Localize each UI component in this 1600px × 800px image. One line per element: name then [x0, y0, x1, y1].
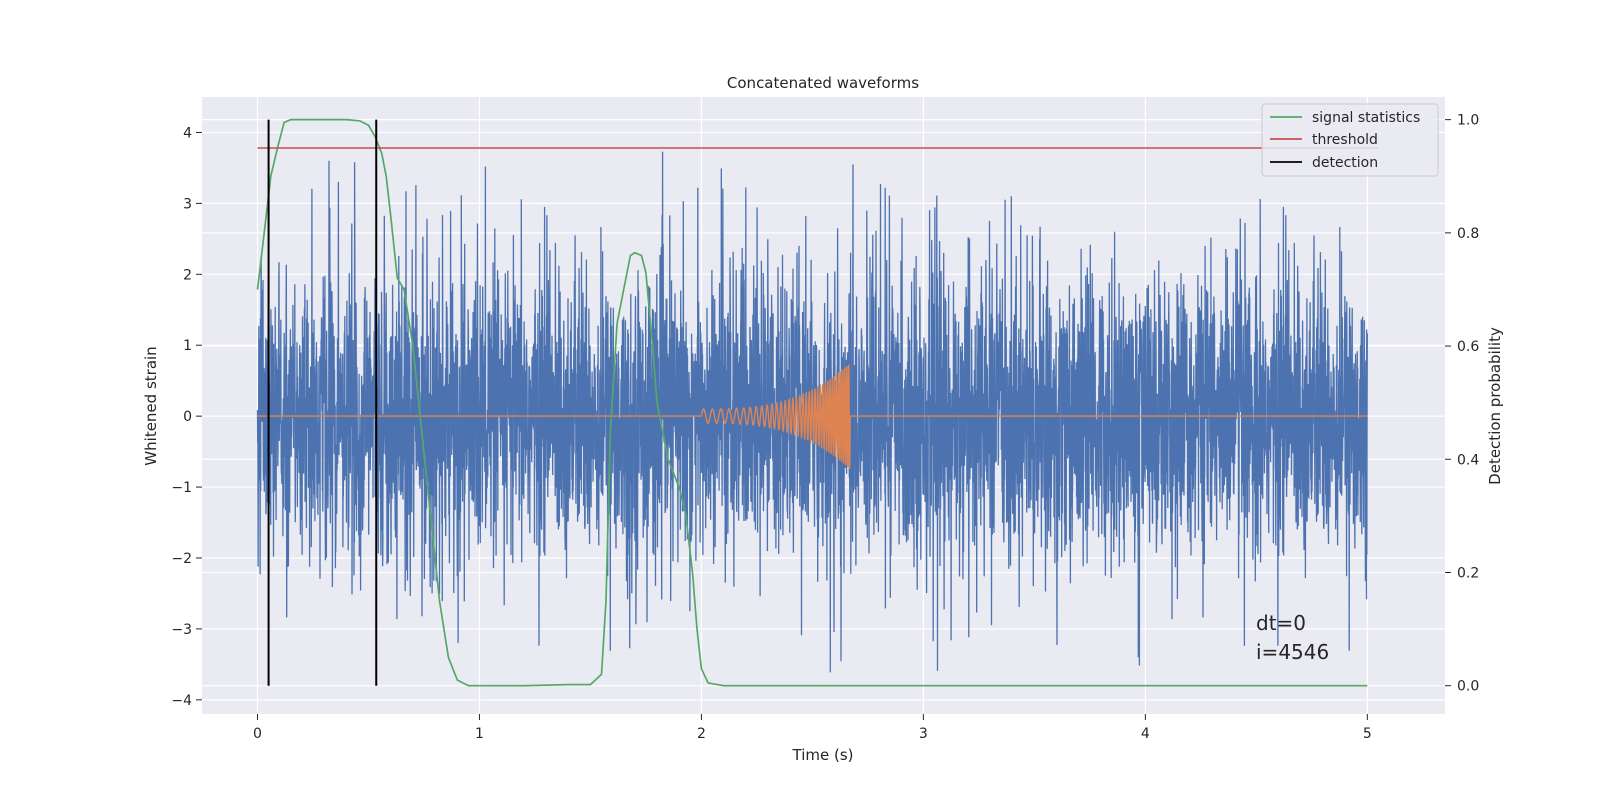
y-left-tick-label: 3	[183, 196, 192, 212]
y-left-tick-label: −3	[171, 622, 192, 638]
signal-statistics-series	[256, 118, 1368, 687]
legend: signal statistics threshold detection	[1261, 103, 1439, 177]
x-tick-label: 0	[253, 726, 262, 742]
y-right-tick-label: 0.4	[1457, 452, 1479, 468]
y-right-tick-label: 0.0	[1457, 679, 1479, 695]
y-left-tick-label: 4	[183, 125, 192, 141]
x-tick-label: 1	[475, 726, 484, 742]
y-right-tick-label: 0.2	[1457, 565, 1479, 581]
y-left-tick-label: −4	[171, 693, 192, 709]
y-right-tick-label: 0.8	[1457, 226, 1479, 242]
legend-box	[1261, 103, 1439, 177]
annotation-dt: dt=0	[1256, 611, 1306, 635]
injected-waveform-series	[257, 364, 1368, 469]
chart-title: Concatenated waveforms	[727, 74, 919, 92]
detection-series	[267, 119, 378, 686]
y-left-tick-label: −1	[171, 480, 192, 496]
plot-area	[256, 118, 1379, 687]
x-axis: 0 1 2 3 4 5	[253, 714, 1372, 742]
y-axis-right: 1.0 0.8 0.6 0.4 0.2 0.0	[1445, 113, 1479, 695]
y-axis-left: 4 3 2 1 0 −1 −2 −3 −4	[171, 125, 202, 709]
y-right-tick-label: 0.6	[1457, 339, 1479, 355]
legend-label-threshold: threshold	[1312, 132, 1378, 148]
x-tick-label: 3	[919, 726, 928, 742]
y-axis-left-label: Whitened strain	[142, 346, 160, 465]
y-right-tick-label: 1.0	[1457, 113, 1479, 129]
legend-label-detection: detection	[1312, 155, 1378, 171]
annotation-index: i=4546	[1256, 640, 1329, 664]
strain-series	[256, 151, 1368, 673]
x-axis-label: Time (s)	[792, 746, 854, 764]
y-left-tick-label: 1	[183, 338, 192, 354]
y-left-tick-label: −2	[171, 551, 192, 567]
x-tick-label: 5	[1363, 726, 1372, 742]
legend-label-signal-statistics: signal statistics	[1312, 110, 1420, 126]
y-left-tick-label: 2	[183, 267, 192, 283]
x-tick-label: 2	[697, 726, 706, 742]
y-axis-right-label: Detection probability	[1486, 327, 1504, 485]
x-tick-label: 4	[1141, 726, 1150, 742]
y-left-tick-label: 0	[183, 409, 192, 425]
